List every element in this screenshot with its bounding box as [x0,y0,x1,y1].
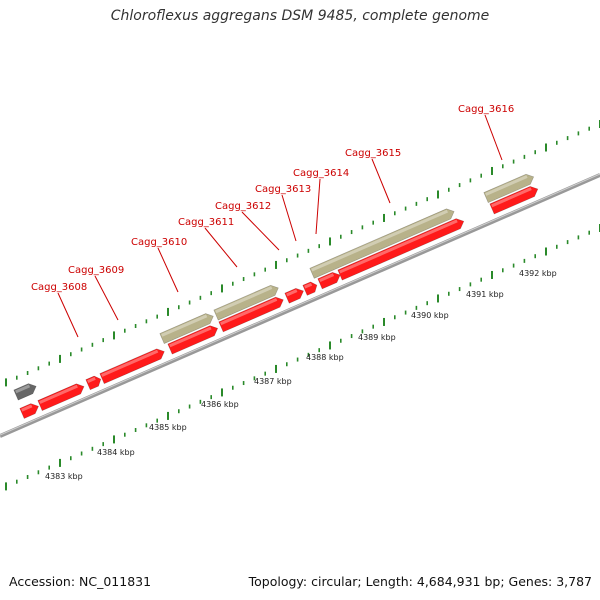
accession-text: Accession: NC_011831 [9,574,152,589]
upper-tick-row [5,120,600,387]
tick-rows [5,120,600,491]
genome-backbone-layer [0,173,600,438]
other-feature-block [13,383,37,401]
kbp-label: 4386 kbp [201,400,239,409]
gene-block [309,208,455,279]
kbp-label: 4384 kbp [97,448,135,457]
kbp-label: 4383 kbp [45,472,83,481]
gene-label: Cagg_3609 [68,265,124,276]
gene-label: Cagg_3615 [345,148,401,159]
cds-arrow [218,296,284,333]
cds-arrow [99,348,165,385]
label-callout-line [94,275,119,321]
label-callouts [57,114,503,338]
label-callout-line [241,211,280,251]
genome-summary-text: Topology: circular; Length: 4,684,931 bp… [248,574,592,589]
kbp-label: 4392 kbp [519,269,557,278]
gene-label: Cagg_3608 [31,282,87,293]
kbp-label: 4391 kbp [466,290,504,299]
cds-arrow [302,281,318,296]
lower-tick-row [5,224,600,491]
gene-label: Cagg_3610 [131,237,187,248]
map-title: Chloroflexus aggregans DSM 9485, complet… [110,8,490,24]
gene-block [213,284,279,321]
gene-labels: Cagg_3608 Cagg_3609 Cagg_3610 Cagg_3611 Cagg… [31,104,514,293]
label-callout-line [281,194,297,242]
backbone-highlight [0,173,600,436]
label-callout-line [484,114,503,161]
cds-arrow [37,383,85,412]
cds-arrow [489,186,539,215]
kbp-labels: 4383 kbp 4384 kbp 4385 kbp 4386 kbp 4387 kbp… [45,269,557,481]
gene-block [483,173,535,204]
gene-label: Cagg_3612 [215,201,271,212]
gene-label: Cagg_3611 [178,217,234,228]
kbp-label: 4390 kbp [411,311,449,320]
gene-label: Cagg_3614 [293,168,349,179]
gene-block [159,313,214,344]
kbp-label: 4388 kbp [306,353,344,362]
label-callout-line [57,292,79,338]
kbp-label: 4385 kbp [149,423,187,432]
cds-arrow [284,288,304,304]
label-callout-line [371,158,391,204]
gene-label: Cagg_3613 [255,184,311,195]
label-callout-line [315,178,321,235]
cds-arrow [337,218,465,281]
label-callout-line [157,247,179,293]
cds-arrow [85,375,102,391]
cds-arrow [317,272,341,290]
kbp-label: 4389 kbp [358,333,396,342]
kbp-label: 4387 kbp [254,377,292,386]
backbone-line [0,173,600,438]
feature-arrows [13,173,539,419]
cds-arrow [167,325,219,355]
label-callout-line [204,227,238,268]
gene-label: Cagg_3616 [458,104,514,115]
cds-arrow [19,403,39,419]
